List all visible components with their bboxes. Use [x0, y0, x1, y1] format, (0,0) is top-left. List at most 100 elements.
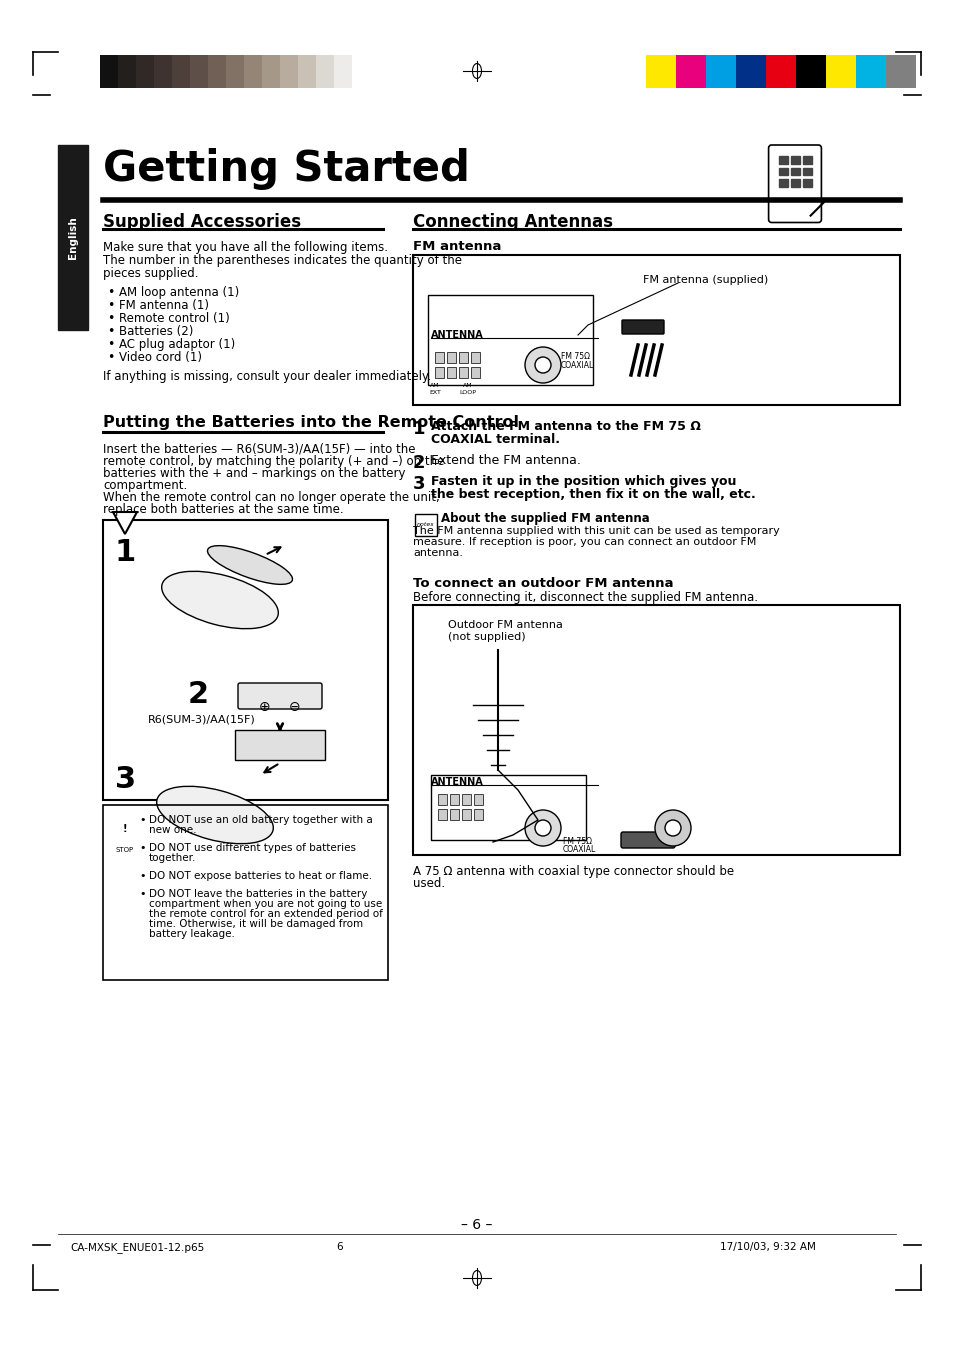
- Text: ⊕: ⊕: [259, 700, 271, 713]
- Bar: [190, 55, 208, 88]
- Bar: [825, 55, 855, 88]
- Text: CA-MXSK_ENUE01-12.p65: CA-MXSK_ENUE01-12.p65: [70, 1242, 204, 1252]
- Polygon shape: [112, 512, 137, 534]
- Bar: [208, 55, 226, 88]
- Bar: [779, 155, 788, 163]
- Text: •: •: [107, 312, 114, 326]
- FancyBboxPatch shape: [620, 832, 675, 848]
- Text: AM: AM: [463, 382, 473, 388]
- Bar: [474, 794, 482, 805]
- Text: DO NOT use an old battery together with a: DO NOT use an old battery together with …: [149, 815, 373, 825]
- Text: 1: 1: [413, 420, 425, 438]
- Bar: [413, 605, 899, 855]
- Text: LOOP: LOOP: [459, 390, 476, 394]
- Text: DO NOT leave the batteries in the battery: DO NOT leave the batteries in the batter…: [149, 889, 367, 898]
- Bar: [458, 367, 468, 378]
- Circle shape: [664, 820, 680, 836]
- Bar: [645, 55, 676, 88]
- Text: •: •: [139, 871, 146, 881]
- Bar: [435, 367, 443, 378]
- Bar: [103, 805, 388, 979]
- Text: 6: 6: [336, 1242, 343, 1252]
- Ellipse shape: [161, 571, 278, 628]
- Circle shape: [524, 811, 560, 846]
- Bar: [136, 55, 153, 88]
- Bar: [262, 55, 280, 88]
- Text: Putting the Batteries into the Remote Control: Putting the Batteries into the Remote Co…: [103, 415, 518, 430]
- Bar: [802, 180, 811, 186]
- Text: •: •: [107, 338, 114, 351]
- Text: Fasten it up in the position which gives you: Fasten it up in the position which gives…: [431, 476, 736, 488]
- Bar: [280, 55, 297, 88]
- Bar: [226, 55, 244, 88]
- Bar: [790, 155, 800, 163]
- Bar: [676, 55, 705, 88]
- Bar: [885, 55, 915, 88]
- Text: replace both batteries at the same time.: replace both batteries at the same time.: [103, 503, 343, 516]
- Bar: [450, 809, 458, 820]
- Text: new one.: new one.: [149, 825, 196, 835]
- Text: 2: 2: [188, 680, 209, 709]
- Text: Video cord (1): Video cord (1): [119, 351, 202, 363]
- Text: notes: notes: [416, 523, 435, 527]
- Text: When the remote control can no longer operate the unit,: When the remote control can no longer op…: [103, 490, 439, 504]
- Bar: [103, 520, 388, 800]
- Text: •: •: [139, 889, 146, 898]
- Text: A 75 Ω antenna with coaxial type connector should be: A 75 Ω antenna with coaxial type connect…: [413, 865, 734, 878]
- Text: pieces supplied.: pieces supplied.: [103, 267, 198, 280]
- Ellipse shape: [156, 786, 273, 844]
- Text: •: •: [139, 843, 146, 852]
- Text: STOP: STOP: [116, 847, 134, 852]
- Text: Attach the FM antenna to the FM 75 Ω: Attach the FM antenna to the FM 75 Ω: [431, 420, 700, 434]
- Bar: [855, 55, 885, 88]
- Text: FM antenna (supplied): FM antenna (supplied): [642, 276, 767, 285]
- Text: 17/10/03, 9:32 AM: 17/10/03, 9:32 AM: [720, 1242, 815, 1252]
- Bar: [802, 168, 811, 176]
- Bar: [802, 155, 811, 163]
- Text: ⊖: ⊖: [289, 700, 300, 713]
- Text: •: •: [107, 286, 114, 299]
- Text: ANTENNA: ANTENNA: [431, 330, 483, 340]
- Text: English: English: [68, 216, 78, 259]
- Text: COAXIAL terminal.: COAXIAL terminal.: [431, 434, 559, 446]
- Circle shape: [535, 820, 551, 836]
- Text: Remote control (1): Remote control (1): [119, 312, 230, 326]
- Bar: [437, 794, 447, 805]
- FancyBboxPatch shape: [768, 145, 821, 223]
- Bar: [153, 55, 172, 88]
- Text: ANTENNA: ANTENNA: [431, 777, 483, 788]
- Bar: [779, 168, 788, 176]
- Text: FM antenna: FM antenna: [413, 240, 501, 253]
- Text: !: !: [123, 824, 127, 834]
- Bar: [435, 353, 443, 363]
- Bar: [471, 367, 479, 378]
- Circle shape: [535, 357, 551, 373]
- Text: Supplied Accessories: Supplied Accessories: [103, 213, 301, 231]
- Text: Before connecting it, disconnect the supplied FM antenna.: Before connecting it, disconnect the sup…: [413, 590, 758, 604]
- Text: If anything is missing, consult your dealer immediately.: If anything is missing, consult your dea…: [103, 370, 431, 382]
- Text: FM antenna (1): FM antenna (1): [119, 299, 209, 312]
- Bar: [735, 55, 765, 88]
- Text: To connect an outdoor FM antenna: To connect an outdoor FM antenna: [413, 577, 673, 590]
- Text: Outdoor FM antenna: Outdoor FM antenna: [448, 620, 562, 630]
- Ellipse shape: [208, 546, 293, 585]
- Text: Insert the batteries — R6(SUM-3)/AA(15F) — into the: Insert the batteries — R6(SUM-3)/AA(15F)…: [103, 443, 416, 457]
- Text: •: •: [107, 299, 114, 312]
- Bar: [118, 55, 136, 88]
- Text: AM loop antenna (1): AM loop antenna (1): [119, 286, 239, 299]
- Text: COAXIAL: COAXIAL: [562, 844, 596, 854]
- Bar: [458, 353, 468, 363]
- Text: 1: 1: [115, 538, 136, 567]
- Text: Batteries (2): Batteries (2): [119, 326, 193, 338]
- Text: antenna.: antenna.: [413, 549, 462, 558]
- Circle shape: [655, 811, 690, 846]
- Text: time. Otherwise, it will be damaged from: time. Otherwise, it will be damaged from: [149, 919, 363, 929]
- Text: •: •: [107, 351, 114, 363]
- Bar: [705, 55, 735, 88]
- Text: batteries with the + and – markings on the battery: batteries with the + and – markings on t…: [103, 467, 405, 480]
- Bar: [100, 55, 118, 88]
- Text: •: •: [139, 815, 146, 825]
- Text: the remote control for an extended period of: the remote control for an extended perio…: [149, 909, 382, 919]
- Bar: [234, 730, 325, 761]
- Text: 3: 3: [115, 765, 136, 794]
